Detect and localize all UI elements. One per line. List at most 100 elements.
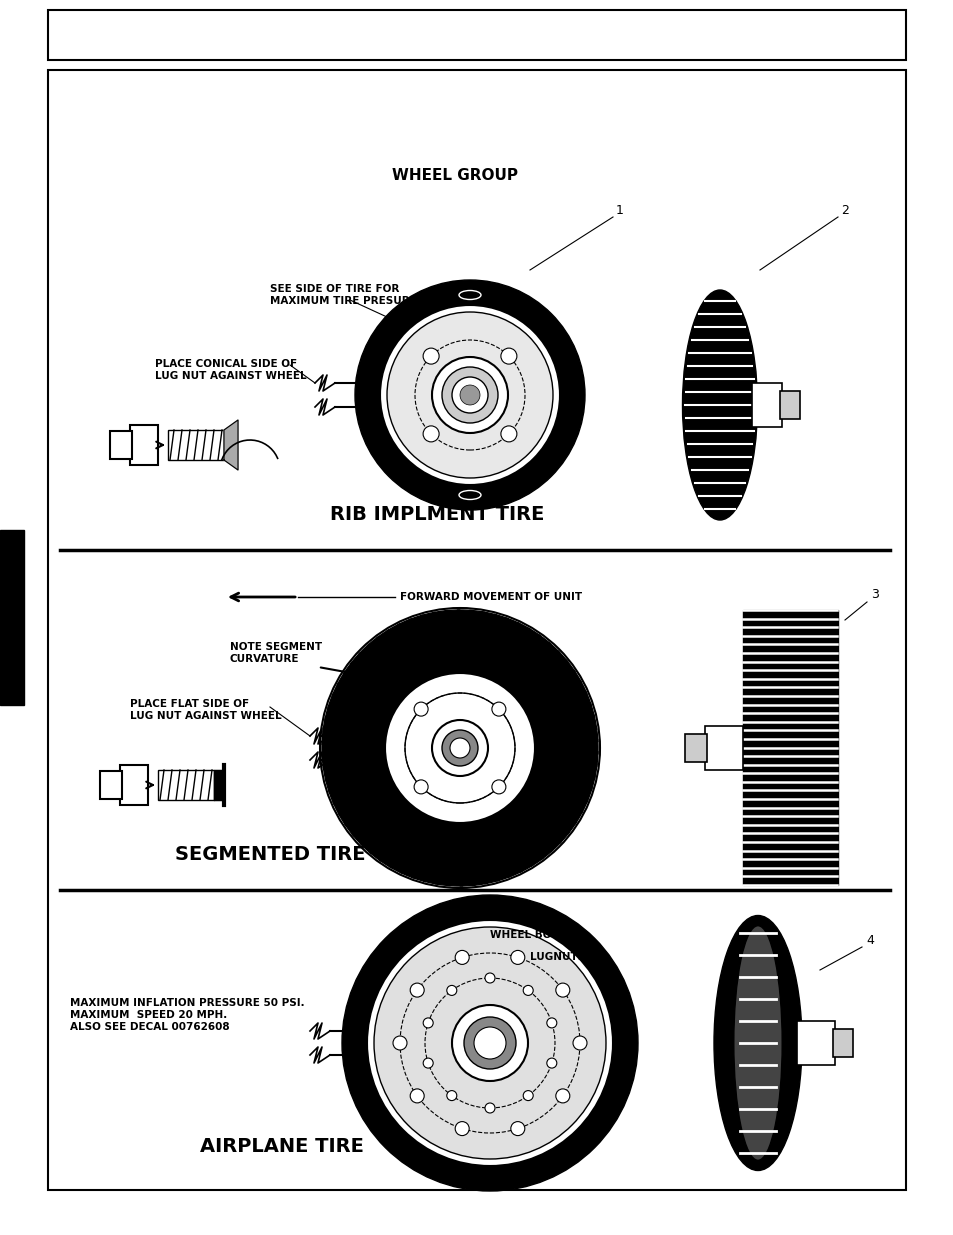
Polygon shape xyxy=(332,683,399,710)
Polygon shape xyxy=(524,779,592,802)
Polygon shape xyxy=(420,613,456,674)
Text: LUGNUTS: LUGNUTS xyxy=(530,952,584,962)
Polygon shape xyxy=(532,751,598,768)
Circle shape xyxy=(510,951,524,965)
Polygon shape xyxy=(329,762,388,805)
Circle shape xyxy=(463,1016,516,1070)
Polygon shape xyxy=(534,715,596,748)
Text: SEE SIDE OF TIRE FOR
MAXIMUM TIRE PRESURE: SEE SIDE OF TIRE FOR MAXIMUM TIRE PRESUR… xyxy=(270,284,416,306)
Polygon shape xyxy=(443,821,462,885)
Circle shape xyxy=(423,426,438,442)
Polygon shape xyxy=(534,726,598,755)
Text: MAXIMUM INFLATION PRESSURE 50 PSI.
MAXIMUM  SPEED 20 MPH.
ALSO SEE DECAL 0076260: MAXIMUM INFLATION PRESSURE 50 PSI. MAXIM… xyxy=(70,998,304,1031)
Polygon shape xyxy=(519,651,567,710)
Circle shape xyxy=(393,1036,407,1050)
Circle shape xyxy=(387,312,553,478)
Polygon shape xyxy=(325,755,386,793)
Bar xyxy=(0,530,24,705)
Polygon shape xyxy=(336,672,403,705)
Bar xyxy=(832,1029,852,1057)
Circle shape xyxy=(546,1058,557,1068)
Polygon shape xyxy=(338,774,393,826)
Polygon shape xyxy=(397,619,443,677)
Polygon shape xyxy=(527,773,595,790)
Circle shape xyxy=(522,986,533,995)
Circle shape xyxy=(441,730,477,766)
Polygon shape xyxy=(376,630,430,683)
Circle shape xyxy=(405,693,515,803)
Polygon shape xyxy=(389,806,419,873)
Circle shape xyxy=(423,348,438,364)
Polygon shape xyxy=(481,611,496,679)
Polygon shape xyxy=(328,694,395,716)
Circle shape xyxy=(423,1018,433,1028)
Circle shape xyxy=(367,920,613,1166)
Polygon shape xyxy=(534,739,598,762)
Polygon shape xyxy=(352,787,399,846)
Text: 3: 3 xyxy=(870,589,878,601)
Circle shape xyxy=(455,951,469,965)
Circle shape xyxy=(355,280,584,510)
Bar xyxy=(684,734,706,762)
Circle shape xyxy=(450,739,470,758)
Bar xyxy=(120,764,148,805)
Text: NOTE SEGMENT
CURVATURE: NOTE SEGMENT CURVATURE xyxy=(230,642,322,663)
Text: PLACE CONICAL SIDE OF
LUG NUT AGAINST WHEEL: PLACE CONICAL SIDE OF LUG NUT AGAINST WH… xyxy=(154,359,306,380)
Circle shape xyxy=(432,357,507,433)
Polygon shape xyxy=(322,741,385,769)
Polygon shape xyxy=(488,614,508,682)
Bar xyxy=(100,771,122,799)
Circle shape xyxy=(319,608,599,888)
Circle shape xyxy=(452,377,488,412)
Text: FORWARD MOVEMENT OF UNIT: FORWARD MOVEMENT OF UNIT xyxy=(399,592,581,601)
Circle shape xyxy=(522,1091,533,1100)
Polygon shape xyxy=(532,692,591,735)
Circle shape xyxy=(510,1121,524,1136)
Bar xyxy=(704,726,742,769)
Polygon shape xyxy=(533,703,594,741)
Polygon shape xyxy=(432,610,463,673)
Polygon shape xyxy=(369,798,409,861)
Circle shape xyxy=(385,673,535,823)
Bar xyxy=(48,70,905,1191)
Text: 1: 1 xyxy=(616,204,623,216)
Circle shape xyxy=(474,1028,505,1058)
Polygon shape xyxy=(345,781,395,836)
Bar xyxy=(168,430,224,459)
Polygon shape xyxy=(489,814,543,866)
Ellipse shape xyxy=(681,290,757,520)
Bar xyxy=(130,425,158,466)
Circle shape xyxy=(500,426,517,442)
Polygon shape xyxy=(213,769,224,800)
Polygon shape xyxy=(526,669,580,721)
Bar xyxy=(48,10,905,61)
Ellipse shape xyxy=(458,490,480,499)
Polygon shape xyxy=(510,635,550,699)
Circle shape xyxy=(341,895,638,1191)
Polygon shape xyxy=(367,636,424,687)
Polygon shape xyxy=(512,797,576,834)
Polygon shape xyxy=(499,622,530,689)
Polygon shape xyxy=(515,642,559,704)
Circle shape xyxy=(379,305,559,485)
Circle shape xyxy=(410,983,424,997)
Polygon shape xyxy=(436,819,450,885)
Polygon shape xyxy=(423,818,437,884)
Bar xyxy=(158,769,213,800)
Circle shape xyxy=(459,385,479,405)
Polygon shape xyxy=(386,624,436,679)
Polygon shape xyxy=(494,618,519,685)
Polygon shape xyxy=(516,790,582,824)
Circle shape xyxy=(441,367,497,424)
Polygon shape xyxy=(350,653,413,695)
Text: 4: 4 xyxy=(865,934,873,946)
Polygon shape xyxy=(500,805,561,852)
Polygon shape xyxy=(469,610,484,677)
Ellipse shape xyxy=(713,915,801,1171)
Ellipse shape xyxy=(733,926,781,1161)
Circle shape xyxy=(492,779,505,794)
Circle shape xyxy=(500,348,517,364)
Polygon shape xyxy=(333,768,390,816)
Polygon shape xyxy=(520,785,587,813)
Bar xyxy=(110,431,132,459)
